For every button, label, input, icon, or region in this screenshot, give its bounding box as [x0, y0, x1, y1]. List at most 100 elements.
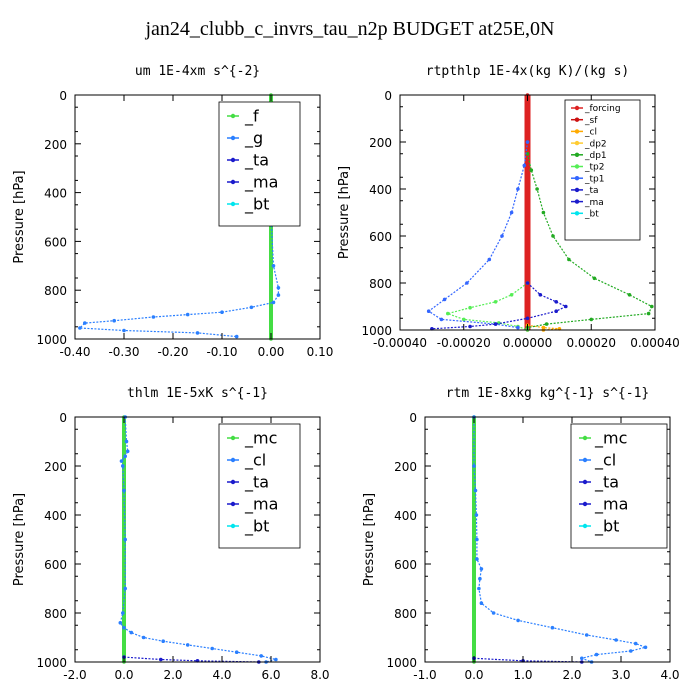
y-tick-label: 200 — [369, 136, 392, 150]
chart-panel-4: rtm 1E-8xkg kg^{-1} s^{-1} Pressure [hPa]… — [362, 386, 680, 682]
data-point — [475, 557, 479, 561]
data-point — [185, 643, 190, 647]
data-point — [474, 513, 479, 517]
data-point — [123, 537, 127, 542]
data-point — [472, 464, 476, 468]
data-point — [554, 300, 558, 304]
x-tick-label: 4.0 — [212, 668, 231, 682]
data-point — [125, 449, 130, 454]
x-tick-label: 0.10 — [307, 345, 334, 359]
x-tick-label: -0.40 — [59, 345, 90, 359]
data-point — [276, 286, 281, 290]
legend: _mc_cl_ta_ma_bt — [218, 423, 301, 549]
x-tick-label: -0.00020 — [437, 336, 491, 350]
x-tick-label: 2.0 — [562, 668, 581, 682]
data-point — [522, 163, 527, 168]
x-tick-label: -0.00040 — [373, 336, 427, 350]
y-tick-label: 0 — [59, 89, 67, 103]
data-point — [643, 645, 648, 650]
series-line-tp2 — [445, 282, 528, 331]
legend-label: _tp2 — [584, 163, 604, 173]
legend-marker — [582, 479, 588, 485]
y-tick-label: 1000 — [36, 333, 67, 347]
legend-marker — [582, 435, 588, 441]
legend-label: _ta — [584, 186, 599, 196]
data-point — [493, 300, 498, 304]
data-point — [234, 334, 239, 339]
series-line-tp1 — [427, 141, 529, 329]
data-point — [554, 309, 558, 314]
data-point — [627, 293, 632, 297]
data-point — [525, 140, 530, 144]
x-tick-label: -1.0 — [413, 668, 436, 682]
legend-label: _bt — [244, 517, 269, 537]
legend-label: _ma — [584, 198, 604, 208]
y-tick-label: 0 — [409, 411, 417, 425]
data-point — [122, 488, 126, 493]
data-point — [551, 234, 555, 238]
data-point — [185, 312, 190, 317]
x-tick-label: 0.00040 — [630, 336, 680, 350]
plot-frame — [74, 416, 321, 663]
data-point — [525, 234, 530, 238]
data-point — [493, 322, 498, 326]
x-tick-label: 1.0 — [513, 668, 532, 682]
legend-box — [564, 99, 641, 241]
data-point — [259, 654, 264, 658]
y-axis-label: Pressure [hPa] — [12, 170, 27, 263]
data-point — [269, 312, 273, 317]
x-tick-label: 0.00020 — [566, 336, 616, 350]
y-tick-label: 600 — [44, 558, 67, 572]
data-point — [123, 454, 127, 459]
series-group — [118, 415, 278, 664]
data-point — [478, 576, 482, 581]
data-point — [442, 297, 447, 302]
data-point — [487, 257, 492, 262]
data-point — [650, 304, 654, 309]
legend-marker — [230, 201, 236, 207]
data-point — [541, 210, 546, 215]
y-tick-label: 200 — [44, 138, 67, 152]
legend-label: _ta — [244, 151, 269, 171]
data-point — [123, 586, 127, 591]
legend-label: _ma — [244, 173, 278, 193]
data-point — [276, 293, 281, 297]
data-point — [479, 601, 484, 605]
data-point — [118, 621, 123, 625]
legend-label: _tp1 — [584, 174, 604, 184]
x-tick-label: 8.0 — [310, 668, 329, 682]
data-point — [479, 567, 484, 571]
data-point — [646, 311, 651, 316]
data-point — [78, 326, 82, 330]
data-point — [468, 305, 472, 310]
data-point — [509, 210, 514, 215]
series-line-ta — [473, 657, 582, 663]
data-point — [500, 234, 504, 238]
data-point — [121, 611, 125, 615]
y-tick-label: 600 — [369, 230, 392, 244]
data-point — [161, 639, 165, 643]
data-point — [468, 324, 472, 329]
legend: _mc_cl_ta_ma_bt — [570, 423, 668, 549]
legend-label: _ma — [244, 495, 278, 515]
data-point — [271, 300, 276, 305]
data-point — [129, 630, 134, 635]
data-point — [594, 652, 599, 657]
legend-label: _ta — [244, 473, 269, 493]
data-point — [271, 264, 276, 268]
data-point — [462, 317, 466, 322]
y-tick-label: 200 — [394, 460, 417, 474]
chart-title: um 1E-4xm s^{-2} — [135, 64, 260, 79]
data-point — [269, 264, 273, 268]
data-point — [151, 315, 156, 319]
plot-frame — [74, 94, 321, 340]
legend-marker — [230, 501, 236, 507]
x-tick-label: 6.0 — [261, 668, 280, 682]
legend-label: _sf — [584, 116, 598, 126]
data-point — [633, 641, 638, 646]
legend-marker — [230, 135, 236, 141]
y-axis-label: Pressure [hPa] — [337, 166, 352, 259]
legend-label: _f — [244, 107, 259, 127]
legend-label: _g — [244, 129, 263, 149]
